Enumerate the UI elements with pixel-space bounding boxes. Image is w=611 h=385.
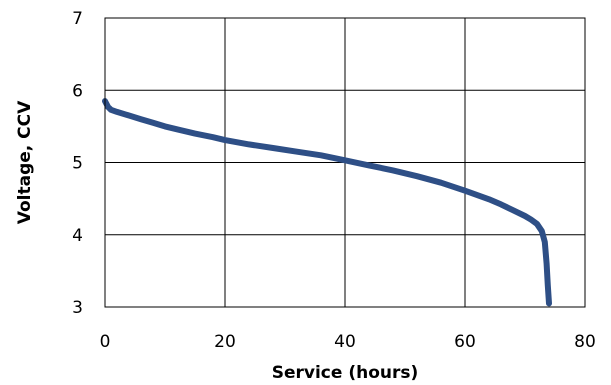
x-tick-labels: 0 20 40 60 80	[100, 332, 596, 352]
x-tick-label: 60	[454, 332, 476, 352]
series-layer	[102, 98, 552, 307]
y-tick-label: 4	[72, 226, 83, 246]
x-tick-label: 40	[334, 332, 356, 352]
y-tick-label: 6	[72, 81, 83, 101]
x-tick-label: 80	[574, 332, 596, 352]
plot-frame	[104, 17, 586, 308]
x-axis-title: Service (hours)	[272, 363, 419, 383]
x-tick-label: 20	[214, 332, 236, 352]
x-tick-label: 0	[100, 332, 111, 352]
y-tick-label: 7	[72, 9, 83, 29]
y-tick-label: 3	[72, 298, 83, 318]
y-tick-label: 5	[72, 154, 83, 174]
series-line	[102, 98, 552, 307]
y-tick-labels: 3 4 5 6 7	[72, 9, 83, 318]
y-axis-title: Voltage, CCV	[15, 100, 35, 224]
